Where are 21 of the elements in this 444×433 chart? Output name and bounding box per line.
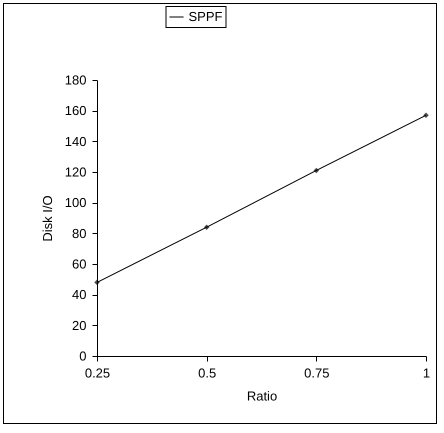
y-tick-label: 100 [64,195,86,210]
y-tick-label: 20 [72,318,86,333]
x-tick-label: 0.75 [304,366,330,380]
x-axis-title: Ratio [246,388,278,404]
point [94,280,100,286]
legend-label: SPPF [188,9,223,24]
y-tick-label: 0 [79,348,86,364]
y-tick-label: 120 [64,164,86,180]
y-tick-label: 80 [72,226,86,241]
y-tick-label: 40 [72,287,86,302]
y-tick-label: 140 [64,134,86,149]
y-tick-label: 180 [64,72,86,88]
y-tick-label: 160 [64,103,86,118]
x-tick-label: 0.5 [198,366,216,380]
y-axis-title: Disk I/O [40,195,55,242]
point [204,224,210,230]
x-tick-label: 1 [422,366,430,380]
point [314,168,320,174]
point [423,112,429,118]
x-tick-label: 0.25 [84,366,110,380]
y-tick-label: 60 [72,256,86,272]
